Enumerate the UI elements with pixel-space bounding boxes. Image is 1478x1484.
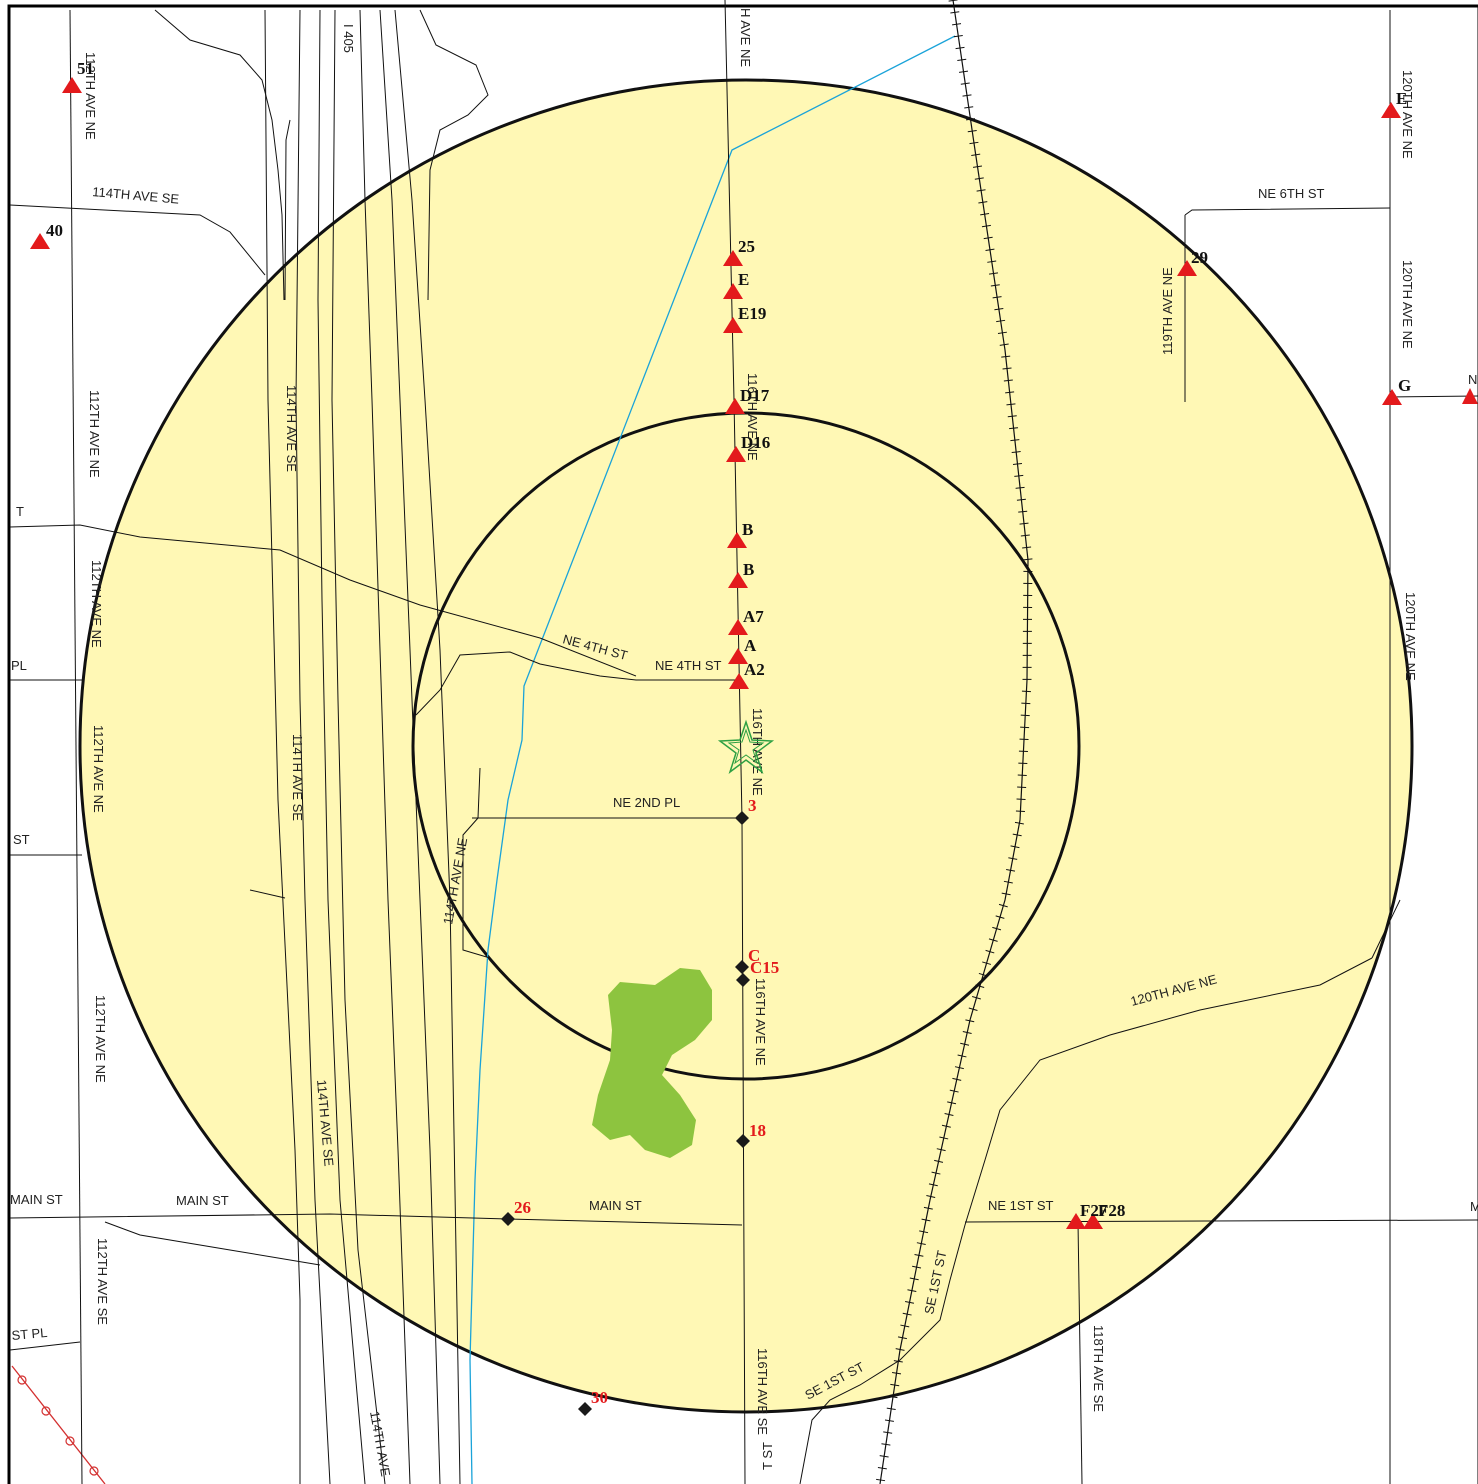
site-label-18: 18 <box>749 1121 766 1140</box>
site-triangle-icon[interactable] <box>30 233 50 249</box>
label-i405: I 405 <box>341 24 356 53</box>
site-label-a: A <box>744 636 757 655</box>
label-116th-ave-se: 116TH AVE SE <box>755 1348 770 1435</box>
site-label-a7: A7 <box>743 607 764 626</box>
site-triangle-icon[interactable] <box>725 398 745 414</box>
label-118th-ave-se: 118TH AVE SE <box>1091 1325 1106 1412</box>
label-120th-ave-ne-b: 120TH AVE NE <box>1400 260 1415 349</box>
site-triangle-icon[interactable] <box>723 317 743 333</box>
label-edge-m: M <box>1470 1199 1478 1214</box>
site-triangle-icon[interactable] <box>1083 1213 1103 1229</box>
railroad-line <box>875 0 1033 1484</box>
site-label-c15: C15 <box>750 958 779 977</box>
site-triangle-icon[interactable] <box>728 619 748 635</box>
site-label-26: 26 <box>514 1198 531 1217</box>
site-diamond-icon[interactable] <box>578 1402 592 1416</box>
site-label-d16: D16 <box>741 433 770 452</box>
site-label-f28: F28 <box>1098 1201 1125 1220</box>
label-112th-ave-ne-e: 112TH AVE NE <box>93 995 108 1083</box>
label-main-st-c: MAIN ST <box>589 1198 642 1213</box>
label-edge-t-st: T ST <box>760 1442 775 1470</box>
site-label-40: 40 <box>46 221 63 240</box>
label-main-st-a: MAIN ST <box>10 1192 63 1207</box>
label-112th-ave-ne-a: 112TH AVE NE <box>83 52 98 140</box>
site-label-b1: B <box>742 520 753 539</box>
park-area <box>592 968 712 1158</box>
site-label-e: E <box>738 270 749 289</box>
trail-line <box>11 1365 106 1484</box>
label-112th-ave-ne-b: 112TH AVE NE <box>87 390 102 478</box>
label-112th-ave-ne-c: 112TH AVE NE <box>89 560 104 648</box>
site-label-51: 51 <box>77 59 94 78</box>
target-site-star-icon[interactable] <box>717 719 775 775</box>
label-edge-t: T <box>16 504 24 519</box>
label-114th-ave-se-b: 114TH AVE SE <box>290 734 305 821</box>
label-116th-ave-ne-c: 116TH AVE NE <box>753 978 768 1066</box>
label-116th-ave-ne-a: 116TH AVE NE <box>745 373 760 461</box>
diamond-markers <box>501 811 750 1416</box>
site-label-30: 30 <box>591 1388 608 1407</box>
site-triangle-icon[interactable] <box>723 250 743 266</box>
site-triangle-icon[interactable] <box>729 673 749 689</box>
site-label-b2: B <box>743 560 754 579</box>
site-triangle-icon[interactable] <box>1382 389 1402 405</box>
outer-radius-ring <box>78 78 1414 1414</box>
label-120th-ave-ne-a: 120TH AVE NE <box>1400 70 1415 159</box>
creek-line <box>469 35 956 1484</box>
label-ave-ne-top: H AVE NE <box>738 8 753 67</box>
site-diamond-icon[interactable] <box>735 960 749 974</box>
site-label-e-right: E <box>1396 89 1407 108</box>
site-triangle-icon[interactable] <box>727 532 747 548</box>
site-label-25: 25 <box>738 237 755 256</box>
site-triangle-icon[interactable] <box>1462 388 1478 404</box>
label-112th-ave-ne-d: 112TH AVE NE <box>91 725 106 813</box>
site-label-g: G <box>1398 376 1411 395</box>
site-triangle-icon[interactable] <box>728 572 748 588</box>
label-114th-ave-se-a: 114TH AVE SE <box>284 385 299 472</box>
target-site-inner-star-icon <box>727 728 765 765</box>
label-ne-6th-st: NE 6TH ST <box>1258 186 1325 201</box>
label-edge-st-pl: ST PL <box>11 1325 48 1343</box>
site-triangle-icon[interactable] <box>723 283 743 299</box>
site-label-3: 3 <box>748 796 757 815</box>
label-ne-1st-st: NE 1ST ST <box>988 1198 1054 1213</box>
site-triangle-icon[interactable] <box>726 446 746 462</box>
site-triangle-icon[interactable] <box>1381 102 1401 118</box>
triangle-markers <box>30 77 1478 1229</box>
site-triangle-icon[interactable] <box>62 77 82 93</box>
label-ne-4th-st-b: NE 4TH ST <box>655 658 722 673</box>
label-120th-ave-ne-c: 120TH AVE NE <box>1403 592 1418 681</box>
site-triangle-icon[interactable] <box>1066 1213 1086 1229</box>
label-main-st-b: MAIN ST <box>176 1193 229 1208</box>
site-diamond-icon[interactable] <box>735 811 749 825</box>
label-ne-2nd-pl: NE 2ND PL <box>613 795 680 810</box>
site-triangle-icon[interactable] <box>1177 260 1197 276</box>
label-119th-ave-ne: 119TH AVE NE <box>1160 267 1175 355</box>
label-edge-st: ST <box>13 832 30 847</box>
inner-radius-ring <box>411 411 1081 1081</box>
site-label-29: 29 <box>1191 248 1208 267</box>
site-diamond-icon[interactable] <box>736 973 750 987</box>
road-network <box>9 0 1478 1484</box>
site-diamond-icon[interactable] <box>736 1134 750 1148</box>
site-label-f27: F27 <box>1080 1201 1108 1220</box>
site-label-a2: A2 <box>744 660 765 679</box>
label-112th-ave-se: 112TH AVE SE <box>95 1238 110 1325</box>
label-edge-pl: PL <box>11 658 27 673</box>
site-label-e19: E19 <box>738 304 766 323</box>
site-label-d17: D17 <box>740 386 770 405</box>
site-labels: 51 40 25 E E19 D17 D16 B B A7 A A2 29 E … <box>46 59 1411 1407</box>
site-label-c: C <box>748 946 760 965</box>
label-edge-n: N <box>1468 372 1477 387</box>
site-diamond-icon[interactable] <box>501 1212 515 1226</box>
site-triangle-icon[interactable] <box>728 648 748 664</box>
